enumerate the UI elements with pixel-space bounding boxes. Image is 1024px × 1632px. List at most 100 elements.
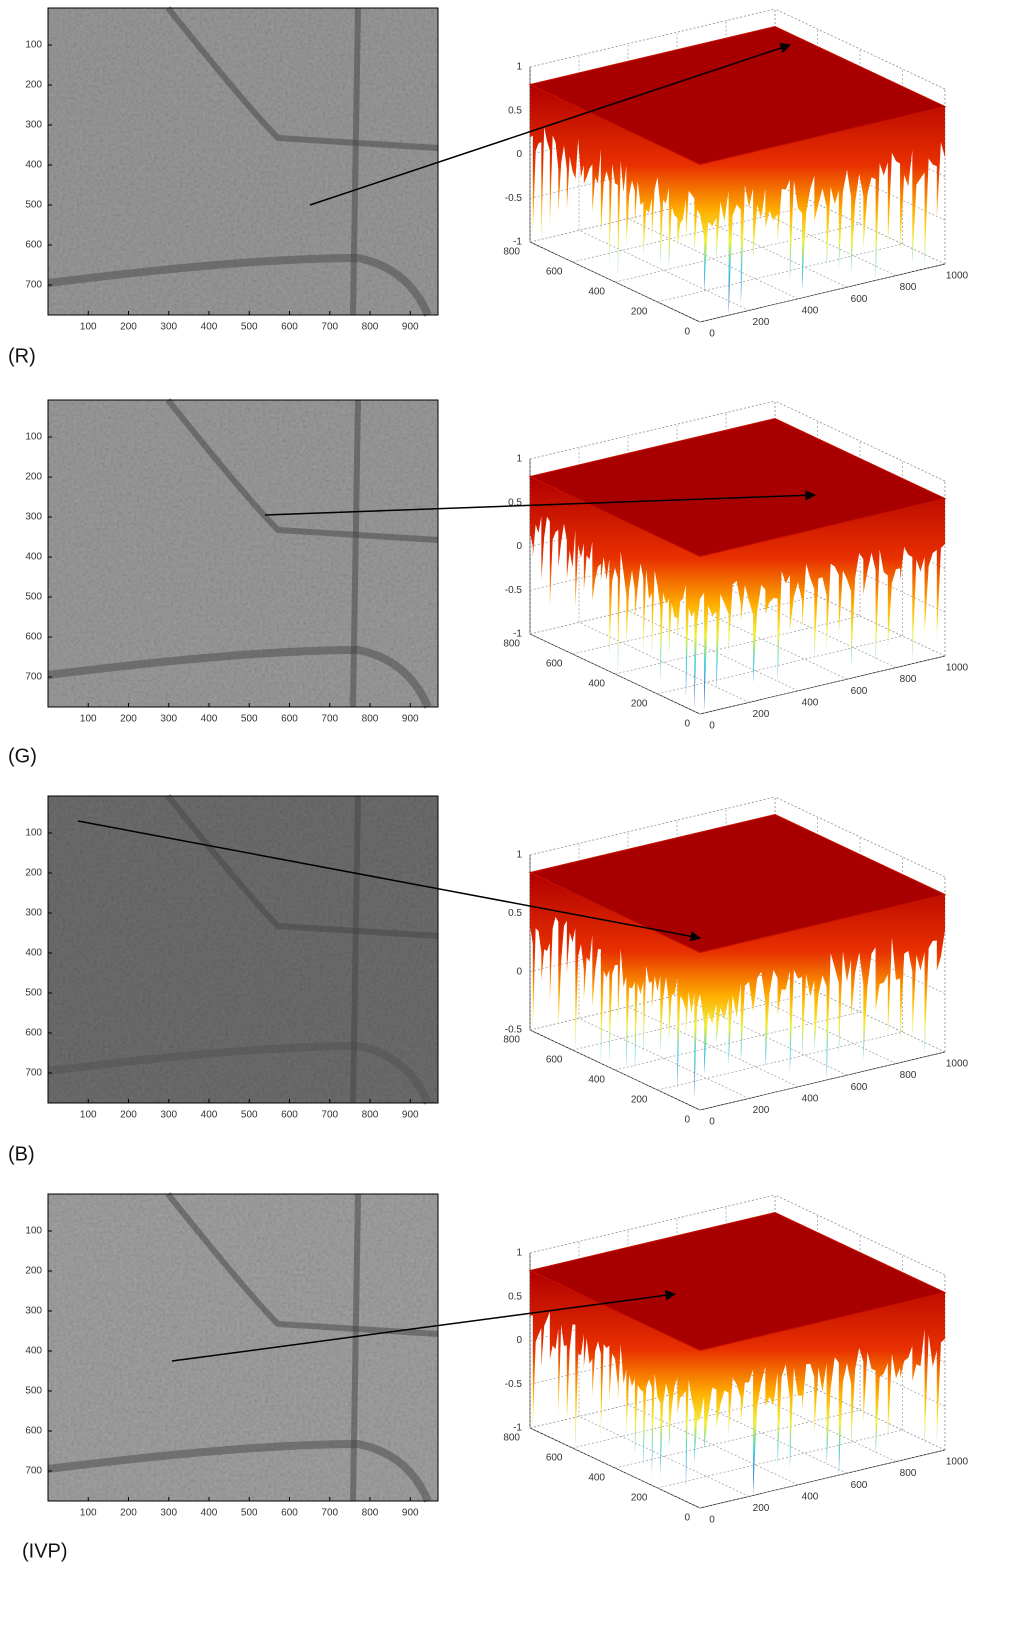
road	[165, 794, 439, 939]
x-tick-label: 500	[241, 1110, 258, 1121]
x-tick-label: 600	[851, 686, 868, 697]
grid-line	[699, 263, 946, 323]
y-tick-label: 100	[25, 1226, 42, 1237]
grid-line	[578, 1416, 750, 1497]
surface-side	[530, 476, 945, 711]
x-tick-label: 100	[80, 1110, 97, 1121]
arrow	[309, 43, 791, 206]
y-tick-label: 700	[25, 672, 42, 683]
y-tick-label: 100	[25, 828, 42, 839]
x-tick-label: 800	[362, 1110, 379, 1121]
x-tick-label: 800	[900, 674, 917, 685]
grid-line	[774, 400, 946, 482]
panel: 100 200 300 400 500 600 700 800 9001002003004005…	[8, 6, 969, 367]
road	[350, 7, 361, 316]
x-tick-label: 500	[241, 714, 258, 725]
road	[350, 795, 361, 1104]
y-tick-label: 800	[503, 247, 520, 258]
z-tick-label: -0.5	[505, 1025, 523, 1036]
z-tick-label: 0	[516, 966, 522, 977]
x-tick-label: 200	[120, 1508, 137, 1519]
z-tick-label: 1	[516, 454, 522, 465]
grid-line	[614, 1409, 861, 1469]
z-tick-label: 0.5	[508, 908, 522, 919]
road	[350, 399, 361, 708]
x-tick-label: 600	[281, 1110, 298, 1121]
y-tick-label: 600	[25, 1028, 42, 1039]
z-tick-label: 1	[516, 62, 522, 73]
x-tick-label: 800	[900, 1468, 917, 1479]
x-tick-label: 800	[362, 322, 379, 333]
grid-line	[774, 1194, 946, 1276]
x-tick-label: 600	[851, 294, 868, 305]
grid-line	[529, 400, 776, 460]
grid-line	[529, 8, 776, 68]
y-tick-label: 600	[25, 240, 42, 251]
z-tick-label: 0	[516, 541, 522, 552]
grid-line	[614, 615, 861, 675]
x-tick-label: 0	[709, 721, 715, 732]
y-tick-label: 400	[588, 1473, 605, 1484]
y-tick-label: 100	[25, 40, 42, 51]
y-tick-label: 600	[546, 267, 563, 278]
y-tick-label: 100	[25, 432, 42, 443]
y-tick-label: 0	[684, 719, 690, 730]
y-tick-label: 800	[503, 1035, 520, 1046]
z-tick-label: 0.5	[508, 105, 522, 116]
x-tick-label: 700	[321, 322, 338, 333]
x-tick-label: 700	[321, 1508, 338, 1519]
y-tick-label: 200	[25, 80, 42, 91]
road	[350, 1193, 361, 1502]
z-tick-label: -1	[513, 629, 522, 640]
x-tick-label: 900	[402, 322, 419, 333]
y-tick-label: 200	[631, 699, 648, 710]
x-tick-label: 100	[80, 322, 97, 333]
y-tick-label: 400	[25, 160, 42, 171]
y-tick-label: 0	[684, 1115, 690, 1126]
y-tick-label: 300	[25, 120, 42, 131]
grid-line	[657, 243, 903, 303]
y-tick-label: 400	[25, 1346, 42, 1357]
grid-line	[614, 1011, 861, 1071]
y-tick-label: 400	[25, 552, 42, 563]
z-tick-label: -0.5	[505, 1379, 523, 1390]
y-tick-label: 0	[684, 1513, 690, 1524]
z-tick-label: -0.5	[505, 585, 523, 596]
x-tick-label: 800	[362, 714, 379, 725]
road	[47, 1439, 432, 1503]
x-tick-label: 300	[160, 322, 177, 333]
z-tick-label: -1	[513, 237, 522, 248]
grid-line	[614, 223, 861, 283]
x-tick-label: 400	[802, 1093, 819, 1104]
x-tick-label: 400	[201, 1110, 218, 1121]
x-tick-label: 900	[402, 1508, 419, 1519]
y-tick-label: 300	[25, 908, 42, 919]
grid-line	[529, 1194, 776, 1254]
x-tick-label: 0	[709, 1117, 715, 1128]
arrow	[77, 820, 702, 942]
x-tick-label: 400	[802, 697, 819, 708]
x-tick-label: 800	[900, 1070, 917, 1081]
y-tick-label: 700	[25, 280, 42, 291]
y-tick-label: 300	[25, 1306, 42, 1317]
z-tick-label: 0.5	[508, 497, 522, 508]
y-tick-label: 500	[25, 592, 42, 603]
y-tick-label: 600	[546, 1453, 563, 1464]
panel: 100 200 300 400 500 600 700 800 9001002003004005…	[8, 794, 969, 1165]
surface-side	[530, 84, 945, 315]
x-tick-label: 200	[753, 317, 770, 328]
grid-line	[578, 622, 750, 703]
grid-line	[657, 1429, 903, 1489]
y-tick-label: 400	[25, 948, 42, 959]
grid-line	[699, 655, 946, 715]
x-tick-label: 900	[402, 1110, 419, 1121]
x-tick-label: 600	[281, 1508, 298, 1519]
y-tick-label: 600	[546, 1055, 563, 1066]
x-tick-label: 500	[241, 322, 258, 333]
x-tick-label: 200	[120, 714, 137, 725]
x-tick-label: 200	[753, 709, 770, 720]
x-tick-label: 0	[709, 1515, 715, 1526]
arrow	[264, 490, 817, 516]
x-tick-label: 200	[753, 1503, 770, 1514]
